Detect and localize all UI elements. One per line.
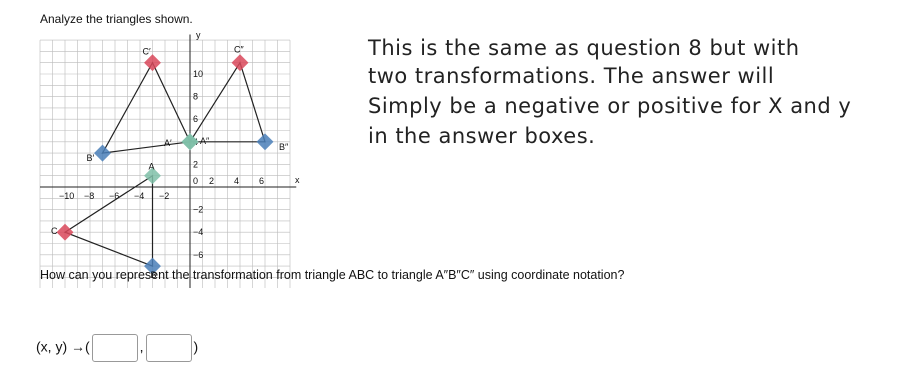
prompt: Analyze the triangles shown.	[40, 12, 193, 26]
y-tick-label: −6	[193, 250, 203, 260]
answer-close: )	[193, 338, 199, 355]
axis-label: y	[196, 30, 201, 40]
vertex-label: C	[51, 226, 58, 236]
triangle	[188, 61, 266, 143]
vertex-label: A′	[164, 138, 172, 148]
graph: xy0−10−8−6−4−2246108642−2−4−6ABCA′B′C′A″…	[39, 30, 300, 288]
answer-row: (x, y) →(,)	[36, 334, 198, 362]
x-tick-label: 2	[209, 176, 214, 186]
axis-label: x	[295, 175, 300, 185]
note-line: Simply be a negative or positive for X a…	[368, 94, 852, 118]
x-tick-label: −2	[159, 191, 169, 201]
x-tick-label: 6	[259, 176, 264, 186]
x-tick-label: −4	[134, 191, 144, 201]
vertex-marker	[94, 144, 111, 162]
note-line: in the answer boxes.	[368, 124, 596, 148]
triangle	[101, 61, 191, 154]
vertex-label: A″	[200, 136, 210, 146]
note-line: two transformations. The answer will	[368, 64, 775, 88]
vertex-marker	[256, 133, 274, 151]
x-tick-label: 4	[234, 176, 239, 186]
y-tick-label: −2	[193, 205, 203, 215]
vertex-label: C′	[143, 47, 151, 57]
vertex-marker	[144, 54, 161, 72]
input-y[interactable]	[145, 334, 192, 362]
y-tick-label: 6	[193, 114, 198, 124]
vertex-marker	[56, 223, 74, 241]
vertex-label: B′	[87, 153, 95, 163]
x-tick-label: −10	[59, 191, 74, 201]
vertex-label: A	[149, 162, 155, 172]
input-x[interactable]	[91, 334, 138, 362]
x-tick-label: −8	[84, 191, 94, 201]
y-tick-label: 2	[193, 159, 198, 169]
note-line: This is the same as question 8 but with	[368, 36, 800, 60]
vertex-label: B	[151, 270, 157, 280]
vertex-marker	[231, 54, 249, 72]
y-tick-label: 10	[193, 69, 203, 79]
answer-lhs: (x, y) →(	[36, 338, 90, 355]
y-tick-label: 8	[193, 92, 198, 102]
triangle	[63, 174, 154, 267]
answer-separator: ,	[139, 338, 144, 355]
vertex-label: C″	[234, 45, 244, 55]
x-tick-label: −6	[109, 191, 119, 201]
question: How can you represent the transformation…	[40, 268, 625, 282]
origin-label: 0	[193, 176, 198, 186]
vertex-label: B″	[279, 142, 289, 152]
y-tick-label: −4	[193, 227, 203, 237]
